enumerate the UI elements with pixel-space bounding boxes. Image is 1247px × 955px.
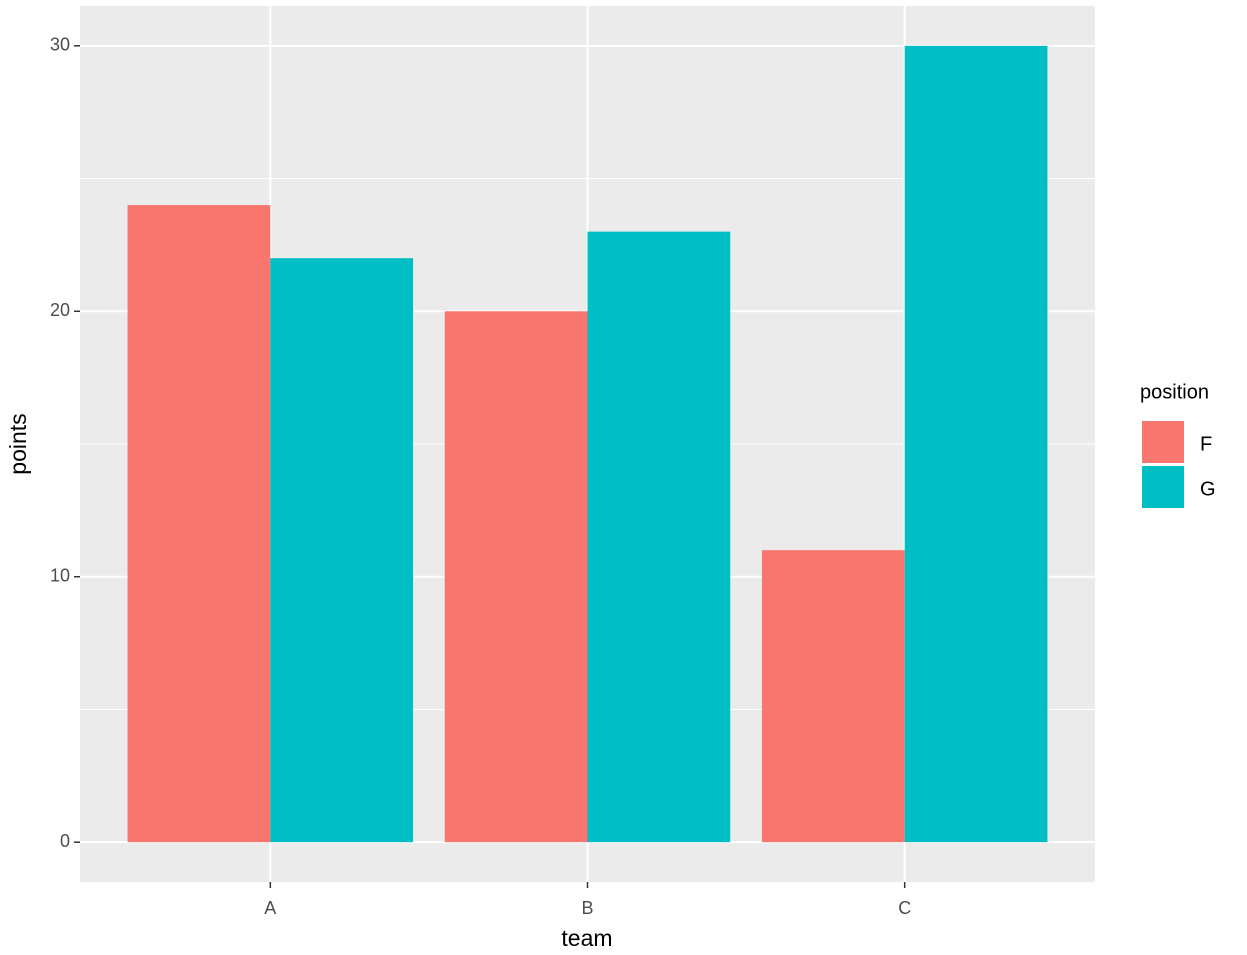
bar — [761, 550, 905, 843]
y-axis-title: points — [5, 413, 31, 474]
y-tick-label: 30 — [50, 35, 70, 55]
legend-label: F — [1200, 433, 1212, 455]
bar — [127, 205, 271, 843]
x-tick-label: A — [264, 898, 276, 918]
bar — [587, 231, 731, 843]
y-tick-label: 0 — [60, 831, 70, 851]
legend-key — [1142, 421, 1184, 463]
bar — [444, 311, 588, 843]
y-tick-label: 10 — [50, 565, 70, 585]
legend-key — [1142, 466, 1184, 508]
x-tick-label: C — [898, 898, 911, 918]
x-tick-label: B — [581, 898, 593, 918]
bar — [270, 258, 414, 843]
legend-title: position — [1140, 381, 1209, 403]
bar — [904, 45, 1048, 843]
x-axis-title: team — [561, 925, 612, 951]
y-tick-label: 20 — [50, 300, 70, 320]
legend-label: G — [1200, 478, 1216, 500]
